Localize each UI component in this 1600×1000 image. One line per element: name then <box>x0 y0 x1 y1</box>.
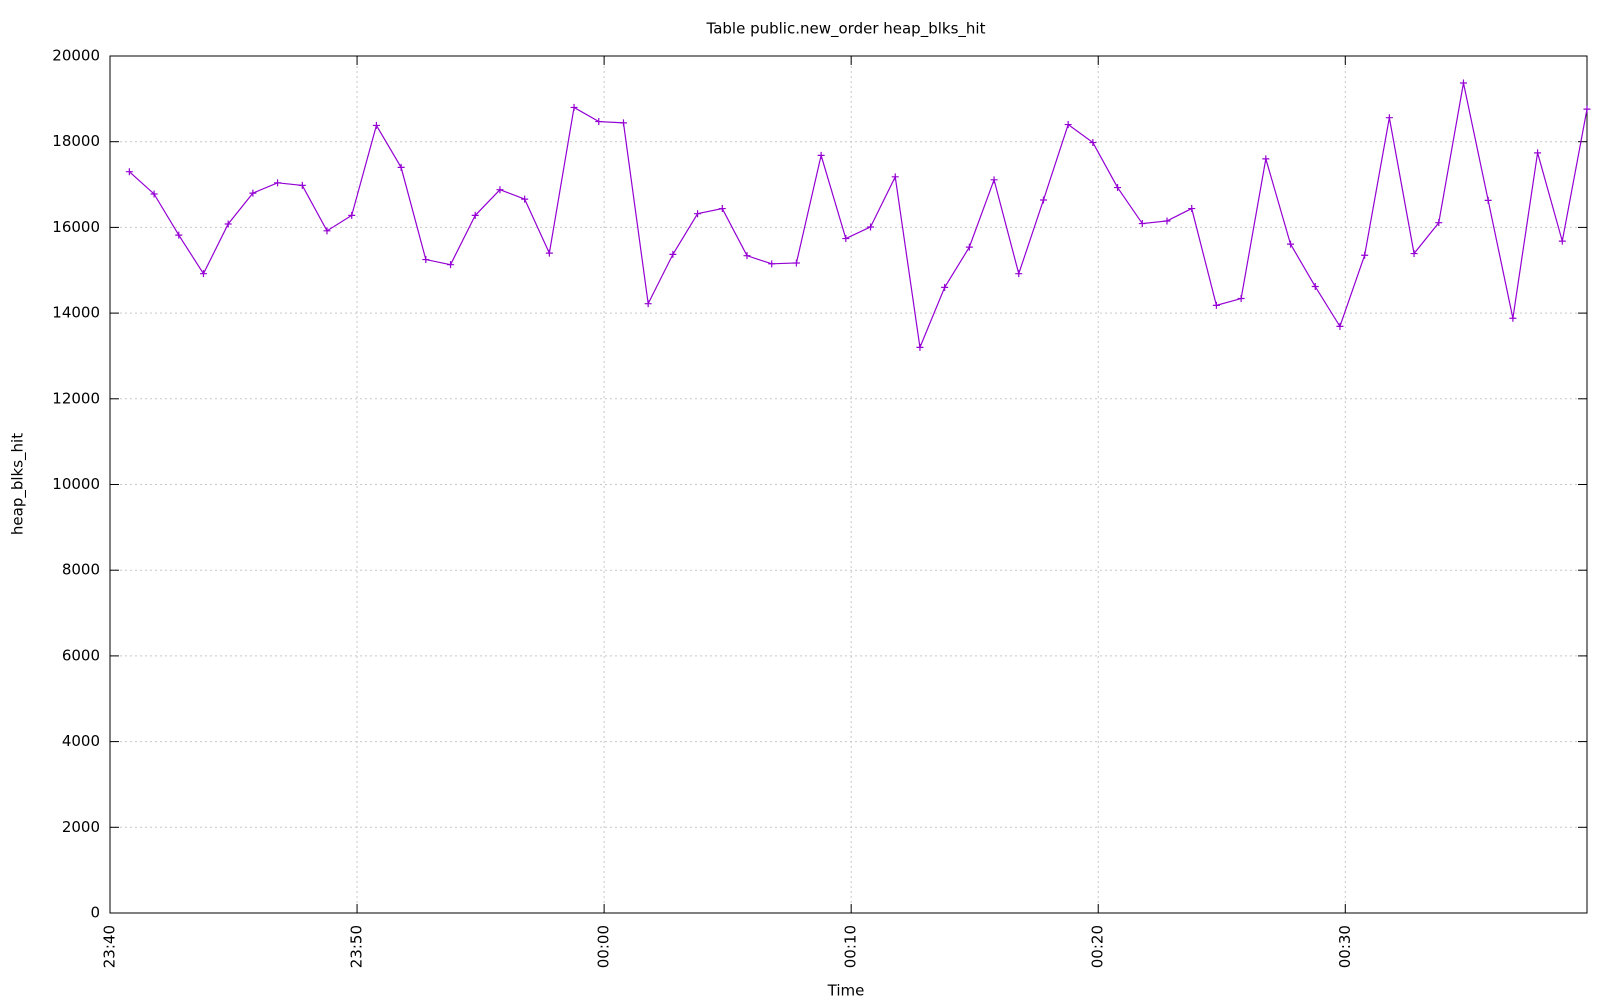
point-marker <box>224 220 232 228</box>
point-marker <box>496 186 504 194</box>
point-marker <box>743 252 751 260</box>
point-marker <box>1583 105 1591 113</box>
y-tick-label: 2000 <box>62 818 100 836</box>
x-tick-label: 00:10 <box>842 925 860 968</box>
plot-frame <box>109 55 1588 914</box>
y-tick-label: 6000 <box>62 646 100 664</box>
point-marker <box>1287 240 1295 248</box>
point-marker <box>1435 219 1443 227</box>
point-marker <box>595 118 603 126</box>
chart-title: Table public.new_order heap_blks_hit <box>706 20 986 39</box>
point-marker <box>867 223 875 231</box>
point-marker <box>1311 283 1319 291</box>
y-tick-label: 14000 <box>52 304 100 322</box>
point-marker <box>199 270 207 278</box>
point-marker <box>1262 155 1270 163</box>
point-marker <box>125 168 133 176</box>
point-marker <box>1089 139 1097 147</box>
point-marker <box>891 173 899 181</box>
point-marker <box>1237 295 1245 303</box>
point-marker <box>422 256 430 264</box>
point-marker <box>669 250 677 258</box>
point-marker <box>150 190 158 198</box>
point-marker <box>323 227 331 235</box>
series-line <box>128 82 1588 350</box>
point-marker <box>1138 220 1146 228</box>
point-marker <box>545 249 553 257</box>
point-marker <box>1188 205 1196 213</box>
point-marker <box>1015 270 1023 278</box>
point-marker <box>1459 79 1467 87</box>
point-marker <box>1361 251 1369 259</box>
point-marker <box>792 259 800 267</box>
point-marker <box>718 205 726 213</box>
point-marker <box>175 231 183 239</box>
x-tick-label: 00:00 <box>595 925 613 968</box>
y-tick-label: 0 <box>90 904 100 922</box>
point-marker <box>1163 217 1171 225</box>
point-marker <box>916 343 924 351</box>
point-marker <box>619 119 627 127</box>
y-tick-label: 20000 <box>52 47 100 65</box>
point-marker <box>274 179 282 187</box>
point-marker <box>842 235 850 243</box>
point-marker <box>694 210 702 218</box>
point-marker <box>768 260 776 268</box>
point-marker <box>644 300 652 308</box>
point-marker <box>447 261 455 269</box>
point-marker <box>817 151 825 159</box>
point-marker <box>1385 114 1393 122</box>
point-marker <box>990 176 998 184</box>
point-marker <box>298 181 306 189</box>
y-tick-label: 4000 <box>62 732 100 750</box>
point-marker <box>397 163 405 171</box>
y-tick-label: 16000 <box>52 218 100 236</box>
y-tick-label: 8000 <box>62 561 100 579</box>
point-marker <box>1114 184 1122 192</box>
point-marker <box>521 195 529 203</box>
point-marker <box>965 243 973 251</box>
point-marker <box>471 211 479 219</box>
x-tick-label: 23:40 <box>101 925 119 968</box>
x-tick-label: 23:50 <box>348 925 366 968</box>
y-tick-label: 12000 <box>52 389 100 407</box>
point-marker <box>570 103 578 111</box>
point-marker <box>1484 196 1492 204</box>
y-tick-label: 18000 <box>52 132 100 150</box>
y-axis-label: heap_blks_hit <box>9 433 28 535</box>
x-tick-label: 00:30 <box>1336 925 1354 968</box>
point-marker <box>372 121 380 129</box>
point-marker <box>249 189 257 197</box>
point-marker <box>1336 322 1344 330</box>
point-marker <box>1534 149 1542 157</box>
point-marker <box>1064 121 1072 129</box>
point-marker <box>348 211 356 219</box>
point-marker <box>1212 301 1220 309</box>
point-marker <box>1410 250 1418 258</box>
point-marker <box>941 283 949 291</box>
x-axis-label: Time <box>827 982 865 1000</box>
point-marker <box>1558 237 1566 245</box>
point-marker <box>1039 196 1047 204</box>
y-tick-label: 10000 <box>52 475 100 493</box>
point-marker <box>1509 314 1517 322</box>
x-tick-label: 00:20 <box>1089 925 1107 968</box>
